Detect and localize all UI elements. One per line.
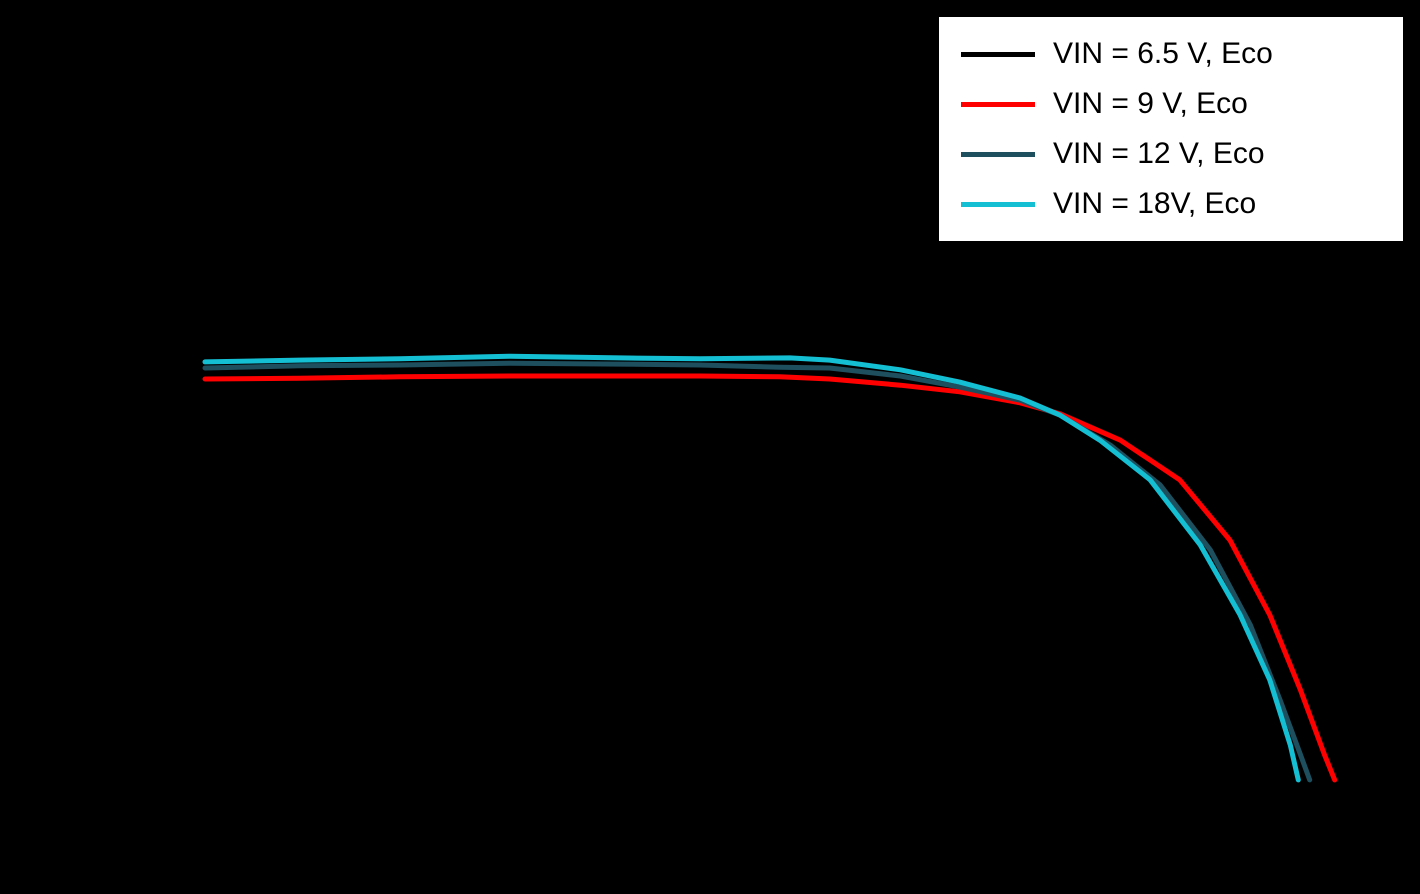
legend-item: VIN = 12 V, Eco [961,129,1393,179]
legend-swatch [961,151,1035,157]
legend-item: VIN = 9 V, Eco [961,79,1393,129]
legend-label: VIN = 18V, Eco [1053,187,1257,220]
legend-swatch [961,51,1035,57]
series-line-3 [202,353,1301,783]
legend-item: VIN = 6.5 V, Eco [961,29,1393,79]
legend-label: VIN = 9 V, Eco [1053,87,1248,120]
series-line-0 [202,375,1337,784]
legend: VIN = 6.5 V, Eco VIN = 9 V, Eco VIN = 12 V… [937,15,1405,243]
series-line-2 [202,360,1313,783]
legend-swatch [961,201,1035,207]
legend-swatch [961,101,1035,107]
legend-label: VIN = 12 V, Eco [1053,137,1265,170]
legend-item: VIN = 18V, Eco [961,179,1393,229]
legend-label: VIN = 6.5 V, Eco [1053,37,1273,70]
series-line-1 [202,373,1338,783]
